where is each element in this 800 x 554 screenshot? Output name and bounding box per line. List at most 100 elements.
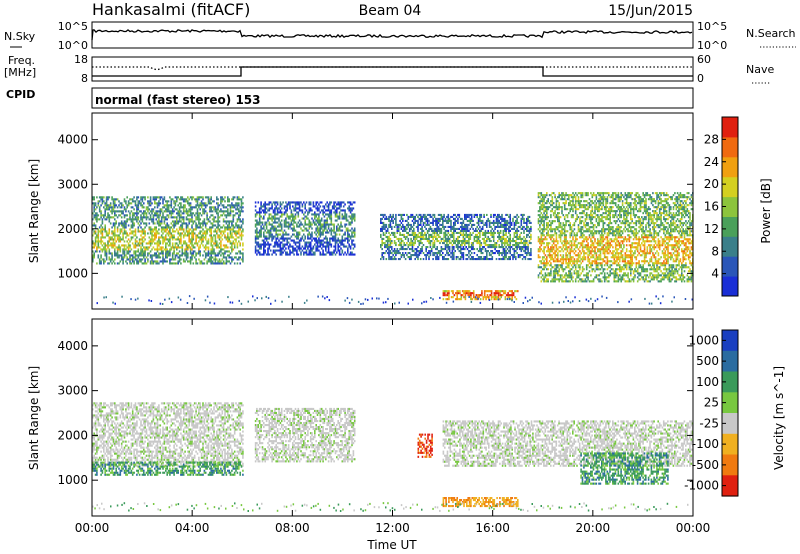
power-cell [155, 232, 157, 235]
power-cell [182, 236, 185, 239]
power-cell [290, 235, 293, 238]
power-cell [97, 202, 100, 205]
power-cell [129, 216, 131, 219]
power-cell [228, 214, 230, 217]
power-cell [109, 238, 112, 241]
power-cell [203, 230, 206, 233]
power-cell [552, 258, 555, 261]
power-cell [503, 221, 506, 224]
power-cell [134, 240, 137, 243]
power-cell [93, 252, 95, 255]
power-cell [305, 241, 308, 244]
power-cell [526, 229, 528, 232]
power-cell [163, 260, 166, 263]
power-cell [163, 206, 166, 209]
power-cell [242, 228, 244, 231]
power-cell [468, 256, 470, 259]
power-cell [301, 235, 304, 238]
power-cell [98, 210, 101, 213]
power-cell [297, 241, 300, 244]
power-cell [318, 239, 320, 242]
power-cell [503, 292, 505, 295]
power-cell [490, 215, 492, 218]
power-cell [526, 223, 528, 226]
power-cell [217, 202, 219, 205]
power-cell [473, 235, 476, 238]
power-cell [396, 227, 399, 230]
power-cell [235, 208, 237, 211]
power-cell [305, 223, 308, 226]
power-cell [506, 252, 509, 255]
power-cell [184, 210, 186, 213]
power-cell [407, 225, 410, 228]
power-cell [242, 222, 244, 225]
power-cell [159, 210, 162, 213]
power-cell [149, 218, 152, 221]
power-cell [195, 236, 197, 239]
power-cell [264, 211, 266, 214]
power-cell [114, 202, 116, 205]
power-cell [428, 223, 430, 226]
power-cell [228, 212, 230, 215]
power-cell [202, 234, 204, 237]
power-cell [458, 240, 461, 243]
power-cell [541, 202, 544, 205]
power-cell [530, 235, 532, 238]
power-cell [218, 236, 221, 239]
power-cell [238, 226, 240, 229]
power-cell [492, 240, 495, 243]
power-cell [498, 250, 500, 253]
power-cell [285, 253, 287, 256]
power-cell [279, 205, 282, 208]
power-cell [213, 224, 215, 227]
power-cell [517, 246, 520, 249]
power-cell [505, 256, 507, 259]
power-cell [134, 238, 137, 241]
power-cell [263, 235, 265, 238]
power-cell [114, 228, 116, 231]
power-cell [539, 224, 541, 227]
power-cell [160, 196, 163, 199]
power-cell [192, 246, 195, 249]
power-cell [517, 242, 520, 245]
power-cell [143, 202, 145, 205]
power-cell [280, 249, 283, 252]
power-cell [162, 212, 164, 215]
power-cell [543, 216, 545, 219]
power-cell [256, 213, 258, 216]
power-cell [407, 246, 410, 249]
power-cell [507, 294, 509, 297]
power-cell [151, 202, 153, 205]
power-cell [261, 227, 264, 230]
power-cell [272, 217, 275, 220]
power-cell [163, 210, 166, 213]
power-cell [256, 235, 258, 238]
power-cell [530, 227, 532, 230]
power-cell [304, 205, 306, 208]
power-cell [192, 222, 195, 225]
power-cell [115, 210, 117, 213]
power-cell [207, 196, 210, 199]
power-cell [196, 262, 199, 265]
power-cell [279, 237, 282, 240]
power-cell [424, 217, 426, 220]
power-cell [240, 258, 243, 261]
power-cell [119, 232, 122, 235]
power-cell [159, 260, 162, 263]
power-cell [222, 254, 225, 257]
power-cell [218, 216, 221, 219]
power-cell [512, 248, 514, 251]
power-cell [147, 208, 149, 211]
power-cell [125, 214, 127, 217]
power-cell [232, 196, 235, 199]
power-cell [163, 222, 166, 225]
power-cell [204, 202, 207, 205]
power-cell [111, 210, 113, 213]
power-cell [497, 213, 499, 216]
power-cell [520, 254, 523, 257]
power-cell [177, 196, 179, 199]
power-cell [138, 224, 141, 227]
power-cell [492, 223, 495, 226]
power-cell [519, 225, 521, 228]
power-cell [505, 242, 507, 245]
